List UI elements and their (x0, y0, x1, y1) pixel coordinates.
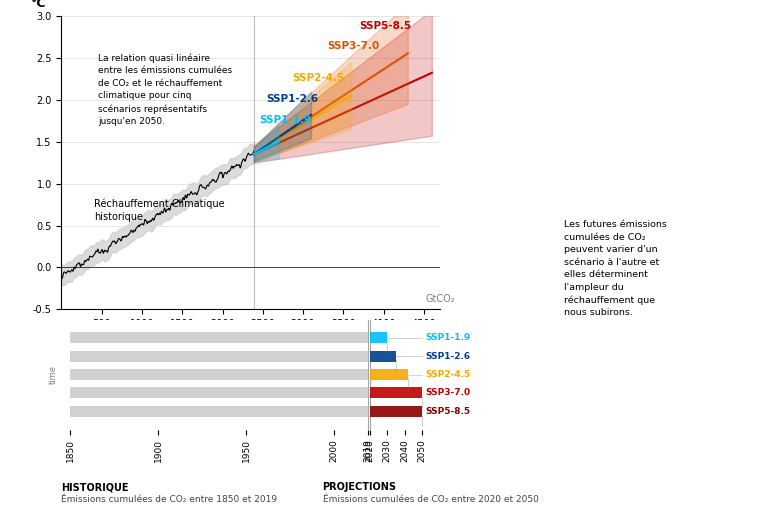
Text: PROJECTIONS: PROJECTIONS (323, 482, 396, 492)
Text: GtCO₂: GtCO₂ (425, 294, 455, 304)
Text: SSP1-2.6: SSP1-2.6 (426, 352, 471, 361)
Text: SSP3-7.0: SSP3-7.0 (327, 41, 379, 51)
Text: SSP3-7.0: SSP3-7.0 (426, 388, 471, 398)
X-axis label: Émissions cumulées de CO₂ depuis 1850: Émissions cumulées de CO₂ depuis 1850 (151, 332, 350, 344)
Bar (369, 332, 387, 343)
Text: Les futures émissions
cumulées de CO₂
peuvent varier d'un
scénario à l'autre et
: Les futures émissions cumulées de CO₂ pe… (564, 220, 667, 318)
Text: SSP2-4.5: SSP2-4.5 (293, 73, 345, 83)
Bar (70, 406, 368, 417)
Text: °C: °C (31, 0, 47, 10)
Text: SSP2-4.5: SSP2-4.5 (426, 370, 471, 379)
Text: SSP1-2.6: SSP1-2.6 (266, 94, 318, 104)
Bar (369, 406, 422, 417)
Bar (70, 369, 368, 380)
Text: La relation quasi linéaire
entre les émissions cumulées
de CO₂ et le réchauffeme: La relation quasi linéaire entre les émi… (98, 53, 232, 126)
Text: Émissions cumulées de CO₂ entre 2020 et 2050: Émissions cumulées de CO₂ entre 2020 et … (323, 495, 538, 504)
Text: time: time (49, 365, 58, 384)
Text: Émissions cumulées de CO₂ entre 1850 et 2019: Émissions cumulées de CO₂ entre 1850 et … (61, 495, 277, 504)
Bar (70, 351, 368, 362)
Text: SSP5-8.5: SSP5-8.5 (359, 21, 412, 31)
Text: Réchauffement Climatique
historique: Réchauffement Climatique historique (94, 199, 224, 222)
Text: SSP5-8.5: SSP5-8.5 (426, 407, 471, 416)
Bar (369, 387, 422, 398)
Bar (70, 387, 368, 398)
Text: SSP1-1.9: SSP1-1.9 (426, 333, 471, 342)
Bar (369, 351, 396, 362)
Text: SSP1-1.9: SSP1-1.9 (260, 115, 312, 125)
Bar (70, 332, 368, 343)
Bar (369, 369, 409, 380)
Text: HISTORIQUE: HISTORIQUE (61, 482, 129, 492)
